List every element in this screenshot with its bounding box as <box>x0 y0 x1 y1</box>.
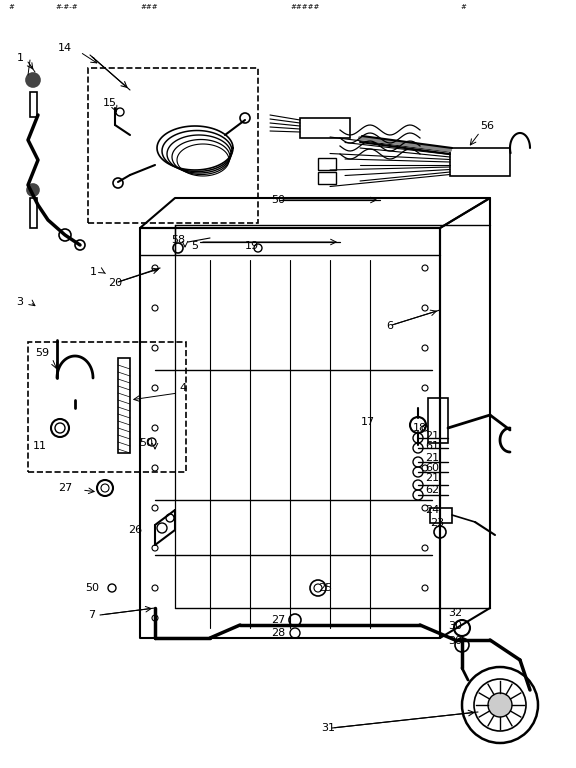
Text: 50: 50 <box>85 583 99 593</box>
Text: #: # <box>460 4 466 10</box>
Text: 59: 59 <box>35 348 49 358</box>
Text: 11: 11 <box>33 441 47 451</box>
Text: 56: 56 <box>480 121 494 131</box>
Text: #####: ##### <box>290 4 319 10</box>
Text: 31: 31 <box>321 723 335 733</box>
Text: 30: 30 <box>448 621 462 631</box>
Text: 50: 50 <box>271 195 285 205</box>
Text: 23: 23 <box>430 518 444 528</box>
Bar <box>428 398 448 443</box>
Text: 14: 14 <box>58 43 72 53</box>
Text: 27: 27 <box>58 483 72 493</box>
Bar <box>28 342 186 472</box>
Text: 27: 27 <box>271 615 285 625</box>
Text: 6: 6 <box>386 321 393 331</box>
Text: 1: 1 <box>89 267 97 277</box>
Bar <box>118 358 130 453</box>
Text: 20: 20 <box>108 278 122 288</box>
Text: 26: 26 <box>128 525 142 535</box>
Text: 3: 3 <box>17 297 24 307</box>
Bar <box>30 92 37 117</box>
Text: 4: 4 <box>180 383 187 393</box>
Circle shape <box>27 184 39 196</box>
Bar <box>30 198 37 228</box>
Text: 1: 1 <box>17 53 24 63</box>
Text: 15: 15 <box>103 98 117 108</box>
Text: 62: 62 <box>425 485 439 495</box>
Bar <box>450 148 510 176</box>
Text: 50: 50 <box>139 438 153 448</box>
Text: 58: 58 <box>171 235 185 245</box>
Text: 24: 24 <box>425 505 439 515</box>
Text: #: # <box>8 4 14 10</box>
Text: 25: 25 <box>318 583 332 593</box>
Text: 21: 21 <box>425 431 439 441</box>
Text: 18: 18 <box>413 423 427 433</box>
Bar <box>318 172 336 184</box>
Bar <box>300 118 350 138</box>
Text: 30: 30 <box>448 636 462 646</box>
Text: #-#-#: #-#-# <box>55 4 78 10</box>
Bar <box>430 508 452 523</box>
Text: 21: 21 <box>425 473 439 483</box>
Text: 60: 60 <box>425 463 439 473</box>
Circle shape <box>26 73 40 87</box>
Circle shape <box>488 693 512 717</box>
Bar <box>318 158 336 170</box>
Text: 28: 28 <box>271 628 285 638</box>
Text: 19: 19 <box>245 241 259 251</box>
Text: 61: 61 <box>425 441 439 451</box>
Text: 5: 5 <box>191 241 199 251</box>
Text: 7: 7 <box>89 610 96 620</box>
Text: 32: 32 <box>448 608 462 618</box>
Text: 21: 21 <box>425 453 439 463</box>
Bar <box>88 68 258 223</box>
Text: ###: ### <box>140 4 158 10</box>
Text: 17: 17 <box>361 417 375 427</box>
